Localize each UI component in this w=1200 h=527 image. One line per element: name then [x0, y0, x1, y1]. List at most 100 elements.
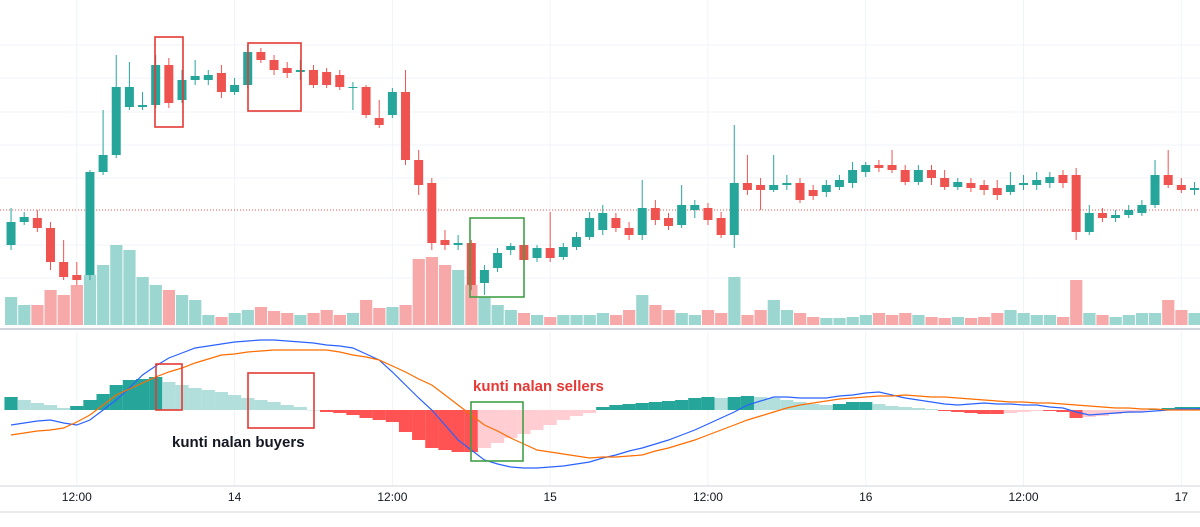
candle-body — [637, 208, 647, 235]
volume-bar — [991, 313, 1004, 325]
macd-histogram-bar — [898, 407, 912, 410]
candle-body — [848, 170, 858, 183]
macd-histogram-bar — [227, 395, 242, 410]
candle-body — [427, 183, 437, 243]
macd-histogram-bar — [57, 408, 71, 410]
macd-histogram-bar — [530, 410, 544, 430]
x-tick-label: 16 — [859, 490, 873, 504]
macd-histogram-bar — [885, 406, 899, 410]
volume-bar — [820, 318, 833, 325]
candle-body — [335, 75, 345, 87]
candle-body — [953, 182, 963, 187]
time-axis: 12:00 14 12:00 15 12:00 16 12:00 17 — [62, 490, 1189, 504]
volume-bar — [780, 310, 794, 325]
candle-body — [611, 218, 621, 228]
candle-body — [1137, 205, 1147, 213]
x-tick-label: 12:00 — [62, 490, 92, 504]
volume-bar — [754, 310, 767, 325]
volume-bar — [570, 315, 583, 325]
macd-histogram-bar — [556, 410, 570, 420]
volume-bar — [346, 313, 360, 325]
volume-bar — [741, 315, 754, 325]
volume-bar — [215, 317, 228, 325]
x-tick-label: 12:00 — [1009, 490, 1039, 504]
volume-bar — [70, 285, 83, 325]
volume-bar — [872, 313, 886, 325]
volume-bar — [175, 295, 189, 325]
volume-bar — [925, 317, 938, 325]
volume-bar — [386, 307, 399, 325]
volume-bar — [123, 250, 136, 325]
volume-bar — [228, 313, 241, 325]
box — [154, 36, 184, 128]
candle-body — [59, 262, 69, 277]
volume-bar — [162, 290, 176, 325]
volume-bar — [57, 295, 70, 325]
macd-histogram-bar — [70, 406, 84, 410]
candle-body — [1111, 215, 1121, 218]
volume-bar — [1109, 317, 1122, 325]
macd-histogram-bar — [1108, 410, 1123, 414]
macd-histogram-bar — [425, 410, 439, 448]
macd-histogram-bar — [43, 405, 58, 410]
candle-body — [1176, 185, 1186, 190]
macd-histogram-bar — [727, 397, 741, 410]
candle-body — [111, 87, 121, 155]
candle-body — [72, 275, 82, 280]
volume-bar — [899, 313, 912, 325]
macd-histogram-bar — [346, 410, 360, 415]
candle-body — [664, 218, 674, 226]
candle-body — [834, 180, 844, 187]
volume-bar — [44, 290, 57, 325]
volume-bar — [1043, 315, 1057, 325]
macd-histogram-bar — [622, 404, 636, 410]
macd-histogram-bar — [96, 394, 110, 410]
macd-histogram-bar — [201, 390, 215, 410]
volume-bar — [886, 315, 899, 325]
candle-body — [1150, 175, 1160, 205]
box — [155, 363, 183, 411]
candle-body — [1124, 210, 1134, 215]
macd-histogram-bar — [214, 392, 229, 410]
candle-body — [650, 208, 660, 220]
volume-bar — [951, 317, 964, 325]
macd-histogram-bar — [977, 410, 991, 414]
macd-histogram-bar — [859, 402, 873, 410]
volume-bar — [294, 315, 307, 325]
macd-histogram-bar — [254, 400, 268, 410]
annotation: kunti nalan buyers — [172, 434, 305, 451]
volume-bar — [373, 308, 386, 325]
candle-body — [85, 172, 95, 275]
macd-histogram-bar — [635, 403, 649, 410]
volume-bar — [1149, 313, 1162, 325]
volume-bar — [31, 305, 44, 325]
candle-body — [19, 217, 29, 222]
macd-histogram-bar — [17, 400, 31, 410]
volume-bar — [596, 313, 609, 325]
macd-histogram-bar — [609, 405, 623, 410]
candle-body — [124, 87, 134, 107]
signal-line — [10, 349, 1200, 459]
candle-body — [624, 228, 634, 235]
candle-body — [190, 76, 200, 80]
volume-bar — [1188, 313, 1200, 325]
volume-bar — [504, 310, 517, 325]
volume-bar — [18, 305, 31, 325]
volume-bar — [149, 285, 162, 325]
volume-bar — [189, 300, 202, 325]
volume-bar — [1070, 280, 1083, 325]
candle-body — [506, 246, 516, 250]
candle-body — [926, 170, 936, 178]
volume-bar — [846, 317, 859, 325]
candle-body — [1032, 180, 1042, 185]
candle-body — [769, 185, 779, 190]
volume-bar — [452, 270, 465, 325]
volume-bar — [438, 265, 452, 325]
volume-bar — [360, 300, 373, 325]
candle-body — [558, 247, 568, 257]
volume-bar — [412, 259, 425, 325]
macd-histogram-bar — [1161, 408, 1175, 410]
macd-histogram-bar — [1056, 410, 1070, 412]
